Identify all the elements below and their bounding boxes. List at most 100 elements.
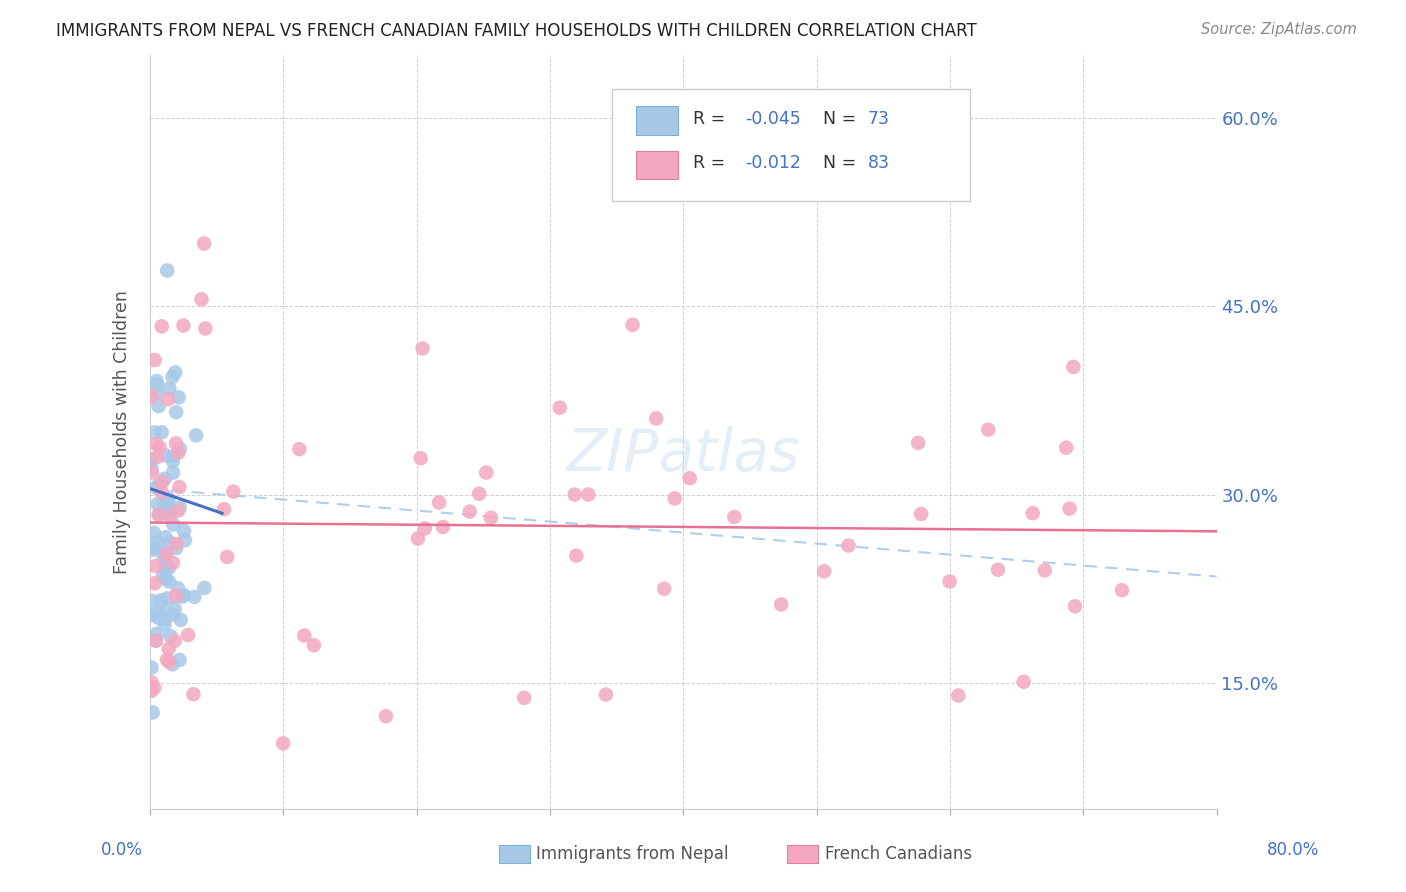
Point [146,450,169,464]
Point [148,508,170,522]
Point [148,604,170,618]
Point [173,588,195,602]
Point [165,436,187,450]
Point [145,374,167,388]
Point [222,484,245,499]
Point [1064,599,1087,614]
Text: Source: ZipAtlas.com: Source: ZipAtlas.com [1201,22,1357,37]
Point [165,405,187,419]
Point [155,560,177,574]
Point [145,481,167,495]
Text: Immigrants from Nepal: Immigrants from Nepal [536,845,728,863]
Point [141,389,163,403]
Point [548,401,571,415]
Point [155,547,177,561]
Point [141,675,163,690]
Point [679,471,702,485]
Point [183,687,205,701]
Point [155,530,177,544]
Point [153,612,176,626]
Point [172,590,194,604]
Point [156,392,179,407]
Point [162,607,184,622]
Point [141,594,163,608]
Text: 83: 83 [868,154,890,172]
Point [146,377,169,392]
Point [143,353,166,368]
Point [1111,583,1133,598]
Point [148,399,170,413]
Point [475,466,498,480]
Point [194,321,217,335]
Point [146,386,169,401]
Point [159,509,181,524]
Point [153,546,176,560]
Point [157,641,180,656]
Point [184,428,207,442]
Point [174,533,197,548]
Point [156,263,179,277]
Point [142,706,165,720]
Point [412,342,434,356]
Point [162,517,184,532]
Point [145,627,167,641]
Point [987,563,1010,577]
Text: R =: R = [693,154,731,172]
Point [157,493,180,508]
Point [977,423,1000,437]
Point [150,319,173,334]
Point [153,472,176,486]
Point [169,442,191,456]
Point [145,437,167,451]
Point [162,657,184,672]
Point [645,411,668,425]
Point [907,435,929,450]
Point [564,487,586,501]
Point [565,549,588,563]
Point [652,582,675,596]
Point [143,525,166,540]
Point [1012,674,1035,689]
Point [910,507,932,521]
Point [177,628,200,642]
Text: French Canadians: French Canadians [825,845,973,863]
Point [172,318,194,333]
Point [193,236,215,251]
Point [150,593,173,607]
Point [169,500,191,515]
Point [152,569,174,583]
Point [141,461,163,475]
Point [160,502,183,516]
Point [837,539,859,553]
Point [156,491,179,505]
Point [143,541,166,555]
Point [157,560,180,574]
Point [169,480,191,494]
Point [513,690,536,705]
Point [938,574,960,589]
Point [166,581,188,595]
Point [162,454,184,468]
Point [155,572,177,586]
Point [1059,501,1081,516]
Point [427,495,450,509]
Point [150,485,173,500]
Point [145,559,167,574]
Point [159,629,181,643]
Point [413,521,436,535]
Point [292,628,315,642]
Point [173,524,195,538]
Point [152,605,174,619]
Point [374,709,396,723]
Point [458,505,481,519]
Point [190,293,212,307]
Point [156,591,179,606]
Point [468,487,491,501]
Text: 73: 73 [868,110,890,128]
Point [152,550,174,565]
Point [621,318,644,332]
Point [141,452,163,467]
Point [163,601,186,615]
Point [167,445,190,459]
Y-axis label: Family Households with Children: Family Households with Children [114,290,131,574]
